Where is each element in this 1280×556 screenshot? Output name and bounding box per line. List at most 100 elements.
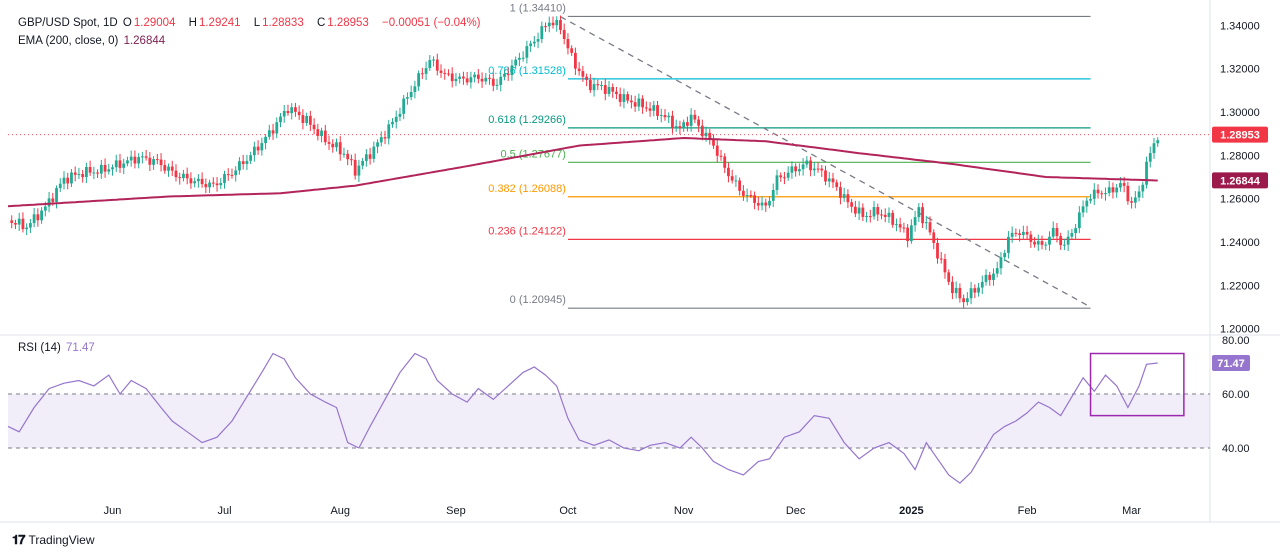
candle-body	[570, 48, 574, 53]
candle-body	[331, 143, 335, 148]
candle-body	[824, 170, 827, 182]
candle-body	[238, 161, 241, 171]
rsi-value: 71.47	[66, 342, 95, 354]
candle-body	[1085, 200, 1089, 207]
price-tick-label: 1.30000	[1220, 107, 1260, 119]
candle-body	[891, 212, 895, 225]
change-value: −0.00051 (−0.04%)	[382, 17, 481, 29]
rsi-badge-bg	[1212, 355, 1250, 372]
candle-body	[738, 180, 742, 191]
close-value: 1.28953	[327, 17, 369, 29]
candle-body	[170, 166, 174, 171]
rsi-tick-label: 80.00	[1222, 335, 1250, 347]
candle-body	[928, 222, 932, 233]
candle-body	[241, 161, 245, 165]
candle-body	[465, 78, 469, 83]
candle-body	[1145, 161, 1148, 185]
candle-body	[917, 207, 921, 218]
candle-body	[320, 130, 323, 136]
time-tick-label: Oct	[559, 505, 576, 517]
candle-body	[398, 113, 402, 117]
price-tick-label: 1.34000	[1220, 20, 1260, 32]
candle-body	[126, 160, 129, 164]
candle-body	[876, 207, 880, 215]
candle-body	[245, 160, 249, 165]
candle-body	[279, 116, 282, 123]
fib-level-label: 0.382 (1.26088)	[488, 183, 566, 195]
candle-body	[316, 129, 320, 136]
candle-body	[47, 198, 51, 207]
candle-body	[667, 115, 671, 118]
candle-body	[178, 177, 182, 179]
candle-body	[1010, 232, 1014, 237]
low-value: 1.28833	[262, 17, 304, 29]
candle-body	[913, 217, 917, 226]
candle-body	[133, 156, 137, 164]
candle-body	[174, 170, 178, 178]
time-tick-label: Sep	[446, 505, 466, 517]
candle-body	[402, 98, 406, 114]
candle-body	[443, 72, 447, 74]
candle-body	[1122, 183, 1126, 186]
candle-body	[469, 77, 473, 83]
candle-body	[671, 115, 674, 128]
candle-body	[476, 74, 480, 79]
candle-body	[745, 194, 749, 196]
candle-body	[383, 137, 387, 139]
candle-body	[685, 122, 689, 126]
candle-body	[1021, 231, 1025, 236]
candle-body	[267, 130, 271, 137]
candle-body	[223, 174, 226, 184]
candle-body	[805, 160, 809, 165]
candle-body	[656, 105, 659, 116]
candle-body	[25, 227, 29, 230]
candle-body	[81, 174, 85, 178]
candle-body	[980, 281, 984, 288]
rsi-tick-label: 40.00	[1222, 443, 1250, 455]
candle-body	[577, 68, 581, 72]
candle-body	[256, 146, 260, 151]
candle-body	[122, 163, 126, 168]
candle-body	[462, 76, 465, 79]
ema-price-badge: 1.26844	[1220, 175, 1261, 187]
candle-body	[831, 178, 835, 183]
chart-legend: GBP/USD Spot, 1D O 1.29004 H 1.29241 L 1.28…	[18, 17, 491, 29]
rsi-highlight-box	[1089, 352, 1185, 417]
candle-body	[219, 183, 223, 186]
candle-body	[189, 178, 193, 184]
candle-body	[417, 73, 421, 87]
candle-body	[111, 167, 114, 170]
candle-body	[290, 107, 294, 114]
candle-body	[932, 232, 936, 243]
time-tick-label: 2025	[899, 505, 923, 517]
candle-body	[779, 175, 783, 178]
candle-body	[167, 166, 170, 171]
candle-body	[1018, 233, 1022, 236]
candle-body	[1156, 140, 1160, 144]
symbol-label: GBP/USD Spot, 1D	[18, 17, 118, 29]
candle-body	[70, 172, 73, 184]
candle-body	[1096, 189, 1100, 194]
footer[interactable]: 𝟏𝟕 TradingView	[12, 532, 95, 548]
candle-body	[704, 132, 708, 137]
fib-level-label: 0.786 (1.31528)	[488, 65, 566, 77]
candle-body	[936, 242, 939, 259]
candle-body	[376, 142, 379, 147]
candle-body	[641, 98, 644, 108]
candle-body	[1044, 244, 1048, 246]
candle-body	[756, 202, 760, 206]
candle-body	[103, 164, 107, 172]
time-tick-label: Mar	[1122, 505, 1141, 517]
candle-body	[977, 287, 980, 293]
candle-body	[480, 78, 484, 82]
candle-body	[84, 167, 88, 178]
candle-body	[155, 159, 159, 161]
candle-body	[28, 223, 32, 228]
candle-body	[801, 164, 805, 170]
candle-body	[114, 160, 118, 168]
candle-body	[1100, 193, 1104, 195]
candle-body	[249, 155, 253, 161]
candle-body	[812, 168, 816, 171]
candle-body	[906, 227, 910, 242]
